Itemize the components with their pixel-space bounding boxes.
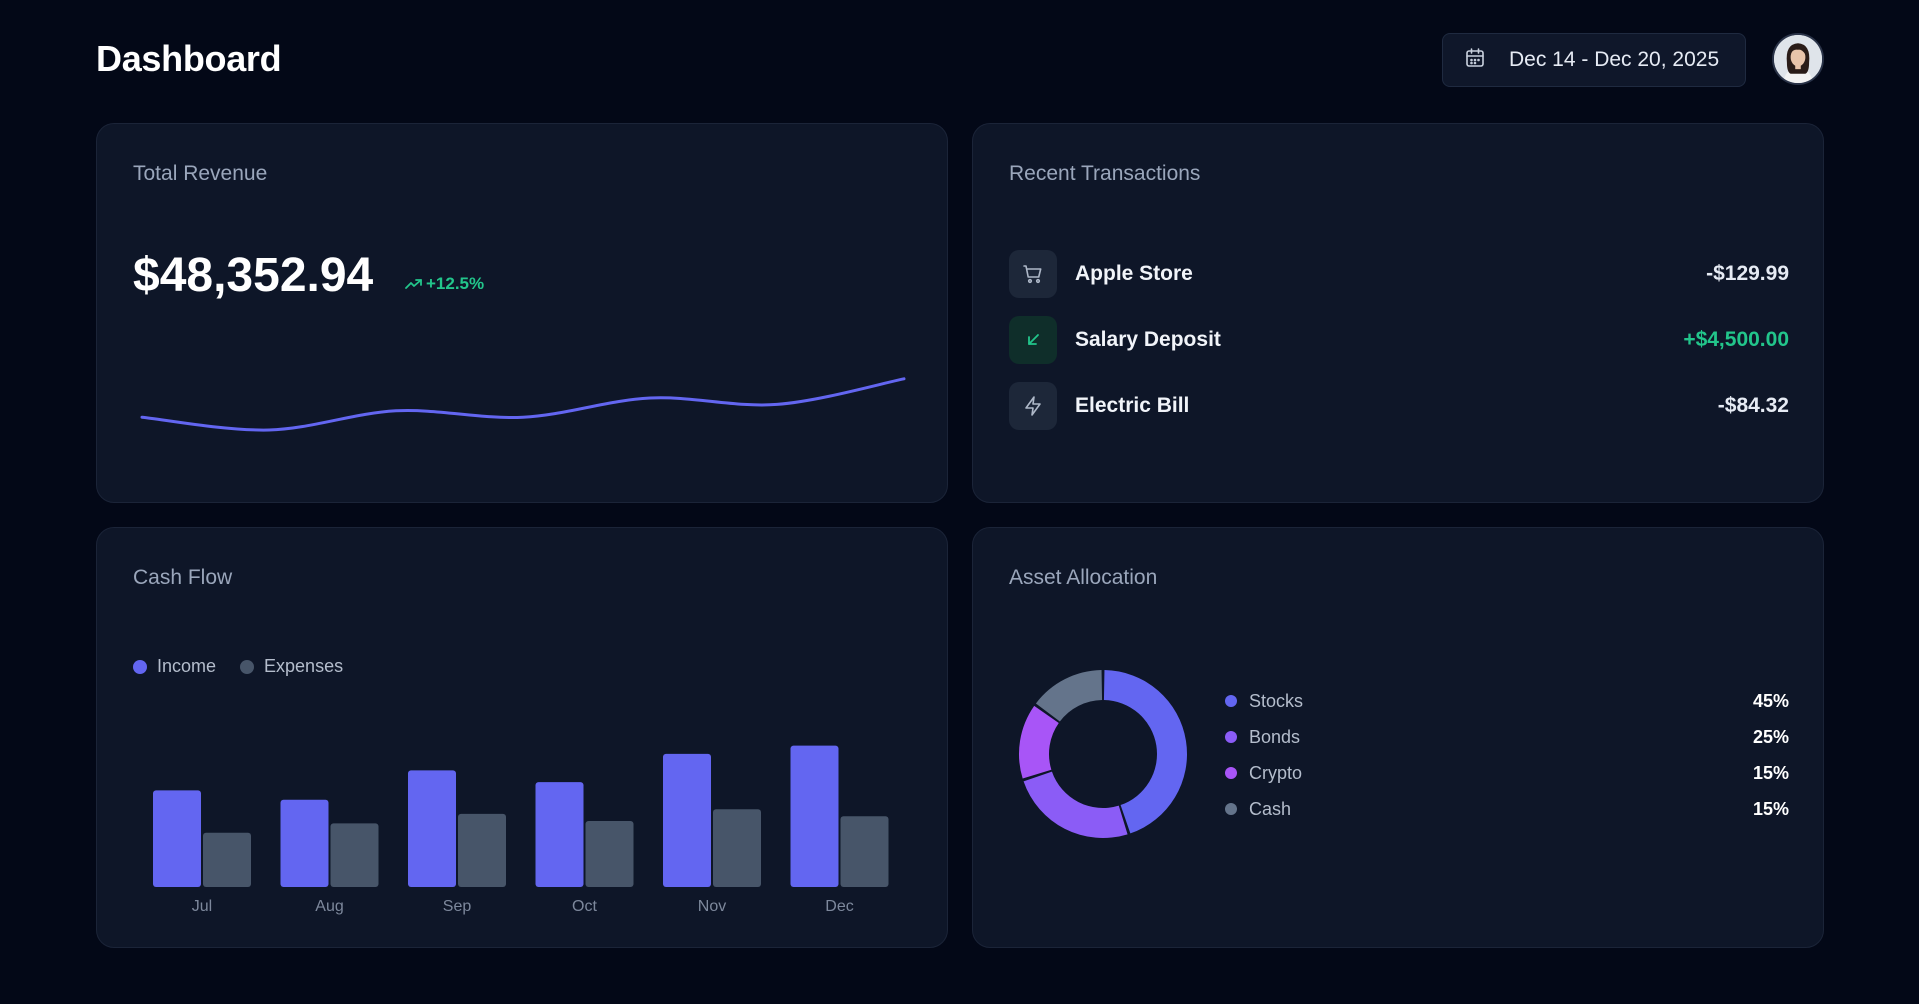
total-revenue-card: Total Revenue $48,352.94 +12.5% [96,123,948,503]
transaction-amount: -$129.99 [1706,262,1789,285]
trending-up-icon [405,279,422,289]
asset-label: Stocks [1249,690,1304,711]
chart-legend: Income Expenses [133,656,367,677]
bar-income-nov[interactable] [663,753,711,887]
card-title: Cash Flow [133,566,233,589]
asset-allocation-card: Asset Allocation Stocks 45% Bonds 25% Cr… [972,527,1824,948]
revenue-line [140,377,906,432]
legend-dot [1225,731,1237,743]
revenue-line-chart [140,377,906,432]
bar-income-oct[interactable] [535,782,584,887]
bar-income-jul[interactable] [153,790,201,887]
bar-income-dec[interactable] [790,745,839,887]
asset-row-crypto: Crypto 15% [1225,755,1789,791]
legend-label: Income [157,656,217,676]
transaction-row[interactable]: Apple Store -$129.99 [1009,250,1789,298]
revenue-value: $48,352.94 [133,249,374,302]
bar-income-aug[interactable] [280,799,329,887]
slice-crypto[interactable] [1019,705,1059,779]
x-tick-label: Sep [443,898,472,915]
transaction-row[interactable]: Salary Deposit +$4,500.00 [1009,316,1789,364]
asset-label: Cash [1249,798,1292,819]
transaction-name: Apple Store [1075,262,1193,285]
cash-flow-card: Cash Flow Income Expenses Jul Aug Sep Oct No… [96,527,948,948]
legend-expenses: Expenses [240,656,343,677]
bar-income-sep[interactable] [408,770,456,887]
slice-stocks[interactable] [1103,670,1187,834]
legend-label: Expenses [264,656,344,676]
recent-transactions-card: Recent Transactions Apple Store -$129.99… [972,123,1824,503]
bar-expenses-nov[interactable] [713,809,761,887]
date-range-button[interactable]: Dec 14 - Dec 20, 2025 [1442,33,1746,87]
asset-row-cash: Cash 15% [1225,791,1789,827]
bar-expenses-dec[interactable] [840,816,889,887]
lightning-icon [1009,382,1057,430]
calendar-icon [1463,46,1487,75]
arrow-down-left-icon [1009,316,1057,364]
x-tick-label: Jul [192,898,212,915]
asset-label: Bonds [1249,726,1301,747]
asset-percentage: 15% [1752,799,1789,819]
asset-percentage: 45% [1752,691,1789,711]
legend-dot [1225,767,1237,779]
slice-bonds[interactable] [1023,771,1128,838]
revenue-change-badge: +12.5% [405,274,484,294]
asset-percentage: 15% [1752,763,1789,783]
revenue-change-value: +12.5% [426,274,485,293]
x-tick-label: Oct [572,898,597,915]
asset-donut-chart [1019,670,1187,838]
slice-cash[interactable] [1035,670,1103,722]
x-tick-label: Nov [698,898,726,915]
legend-dot [1225,803,1237,815]
bar-expenses-oct[interactable] [585,821,634,887]
asset-row-stocks: Stocks 45% [1225,683,1789,719]
cash-flow-bar-chart: Jul Aug Sep Oct Nov Dec [153,745,889,915]
transaction-row[interactable]: Electric Bill -$84.32 [1009,382,1789,430]
asset-row-bonds: Bonds 25% [1225,719,1789,755]
bar-expenses-sep[interactable] [458,813,506,887]
transaction-name: Electric Bill [1075,394,1190,417]
shopping-cart-icon [1009,250,1057,298]
asset-legend: Stocks 45% Bonds 25% Crypto 15% Cash 15% [1225,683,1789,827]
card-title: Recent Transactions [1009,162,1201,185]
user-avatar[interactable] [1772,33,1824,85]
avatar-portrait-icon [1774,35,1822,83]
legend-income: Income [133,656,216,677]
transaction-amount: +$4,500.00 [1683,328,1789,351]
card-title: Total Revenue [133,162,268,185]
transaction-amount: -$84.32 [1717,394,1789,417]
asset-label: Crypto [1249,762,1303,783]
legend-dot [240,659,255,674]
transaction-name: Salary Deposit [1075,328,1221,351]
x-tick-label: Aug [315,898,343,915]
bar-expenses-aug[interactable] [330,823,379,887]
legend-dot [1225,695,1237,707]
date-range-label: Dec 14 - Dec 20, 2025 [1509,48,1720,71]
page-title: Dashboard [96,38,282,79]
card-title: Asset Allocation [1009,566,1158,589]
bar-expenses-jul[interactable] [203,832,251,887]
legend-dot [133,659,147,674]
asset-percentage: 25% [1752,727,1789,747]
x-tick-label: Dec [825,898,853,915]
